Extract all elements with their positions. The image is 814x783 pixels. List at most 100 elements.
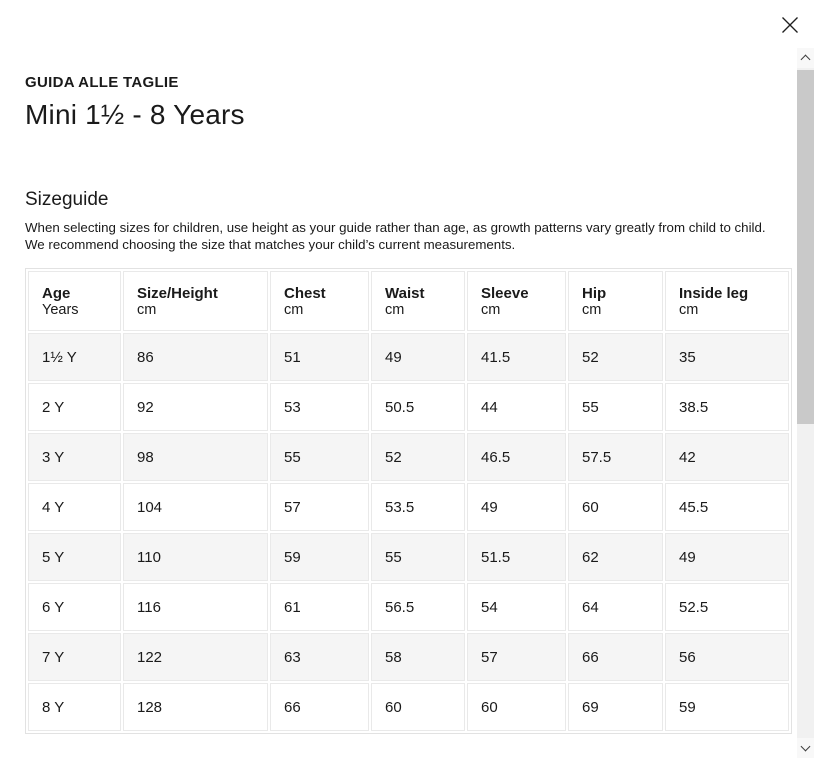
column-unit: cm bbox=[284, 301, 304, 318]
column-header-hip: Hip cm bbox=[568, 271, 663, 331]
chevron-down-icon bbox=[800, 741, 811, 752]
age-cell: 8 Y bbox=[28, 683, 121, 731]
sizeguide-description: When selecting sizes for children, use h… bbox=[25, 220, 766, 252]
column-label: Inside leg bbox=[679, 284, 749, 302]
measurement-cell: 51.5 bbox=[467, 533, 566, 581]
table-row: 2 Y 92 53 50.5 44 55 38.5 bbox=[28, 383, 789, 431]
size-table-body: 1½ Y 86 51 49 41.5 52 35 2 Y 92 53 50.5 44 55 38.5 3 Y… bbox=[28, 333, 789, 731]
measurement-cell: 52.5 bbox=[665, 583, 789, 631]
close-button[interactable] bbox=[778, 13, 802, 37]
scrollbar-thumb[interactable] bbox=[797, 70, 814, 424]
measurement-cell: 49 bbox=[467, 483, 566, 531]
measurement-cell: 51 bbox=[270, 333, 369, 381]
measurement-cell: 128 bbox=[123, 683, 268, 731]
table-row: 3 Y 98 55 52 46.5 57.5 42 bbox=[28, 433, 789, 481]
measurement-cell: 38.5 bbox=[665, 383, 789, 431]
measurement-cell: 86 bbox=[123, 333, 268, 381]
measurement-cell: 62 bbox=[568, 533, 663, 581]
measurement-cell: 57 bbox=[270, 483, 369, 531]
measurement-cell: 55 bbox=[371, 533, 465, 581]
measurement-cell: 45.5 bbox=[665, 483, 789, 531]
column-header-size-height: Size/Height cm bbox=[123, 271, 268, 331]
column-unit: Years bbox=[42, 301, 79, 318]
size-table: Age Years Size/Height cm Chest cm Waist … bbox=[25, 268, 792, 734]
measurement-cell: 57 bbox=[467, 633, 566, 681]
measurement-cell: 52 bbox=[568, 333, 663, 381]
table-row: 5 Y 110 59 55 51.5 62 49 bbox=[28, 533, 789, 581]
measurement-cell: 61 bbox=[270, 583, 369, 631]
table-row: 1½ Y 86 51 49 41.5 52 35 bbox=[28, 333, 789, 381]
column-header-waist: Waist cm bbox=[371, 271, 465, 331]
measurement-cell: 60 bbox=[371, 683, 465, 731]
measurement-cell: 110 bbox=[123, 533, 268, 581]
measurement-cell: 122 bbox=[123, 633, 268, 681]
measurement-cell: 59 bbox=[665, 683, 789, 731]
age-cell: 7 Y bbox=[28, 633, 121, 681]
column-unit: cm bbox=[385, 301, 405, 318]
measurement-cell: 64 bbox=[568, 583, 663, 631]
measurement-cell: 49 bbox=[665, 533, 789, 581]
column-unit: cm bbox=[481, 301, 501, 318]
measurement-cell: 104 bbox=[123, 483, 268, 531]
measurement-cell: 44 bbox=[467, 383, 566, 431]
measurement-cell: 55 bbox=[568, 383, 663, 431]
age-cell: 4 Y bbox=[28, 483, 121, 531]
measurement-cell: 60 bbox=[568, 483, 663, 531]
measurement-cell: 98 bbox=[123, 433, 268, 481]
table-row: 6 Y 116 61 56.5 54 64 52.5 bbox=[28, 583, 789, 631]
measurement-cell: 54 bbox=[467, 583, 566, 631]
chevron-up-icon bbox=[800, 54, 811, 65]
measurement-cell: 41.5 bbox=[467, 333, 566, 381]
column-unit: cm bbox=[582, 301, 602, 318]
column-header-sleeve: Sleeve cm bbox=[467, 271, 566, 331]
measurement-cell: 50.5 bbox=[371, 383, 465, 431]
measurement-cell: 46.5 bbox=[467, 433, 566, 481]
sizeguide-heading: Sizeguide bbox=[25, 189, 109, 210]
age-cell: 5 Y bbox=[28, 533, 121, 581]
modal-eyebrow: GUIDA ALLE TAGLIE bbox=[25, 74, 179, 91]
table-row: 8 Y 128 66 60 60 69 59 bbox=[28, 683, 789, 731]
column-label: Age bbox=[42, 284, 71, 302]
column-label: Hip bbox=[582, 284, 607, 302]
modal-title: Mini 1½ - 8 Years bbox=[25, 99, 245, 130]
scroll-up-button[interactable] bbox=[797, 48, 814, 68]
column-header-age: Age Years bbox=[28, 271, 121, 331]
column-unit: cm bbox=[137, 301, 157, 318]
measurement-cell: 56.5 bbox=[371, 583, 465, 631]
column-label: Chest bbox=[284, 284, 326, 302]
age-cell: 2 Y bbox=[28, 383, 121, 431]
age-cell: 1½ Y bbox=[28, 333, 121, 381]
measurement-cell: 53 bbox=[270, 383, 369, 431]
age-cell: 6 Y bbox=[28, 583, 121, 631]
column-label: Sleeve bbox=[481, 284, 529, 302]
scroll-down-button[interactable] bbox=[797, 738, 814, 758]
age-cell: 3 Y bbox=[28, 433, 121, 481]
measurement-cell: 66 bbox=[568, 633, 663, 681]
measurement-cell: 60 bbox=[467, 683, 566, 731]
measurement-cell: 63 bbox=[270, 633, 369, 681]
measurement-cell: 69 bbox=[568, 683, 663, 731]
measurement-cell: 116 bbox=[123, 583, 268, 631]
measurement-cell: 55 bbox=[270, 433, 369, 481]
table-row: 7 Y 122 63 58 57 66 56 bbox=[28, 633, 789, 681]
close-icon bbox=[782, 17, 798, 33]
measurement-cell: 56 bbox=[665, 633, 789, 681]
table-header-row: Age Years Size/Height cm Chest cm Waist … bbox=[28, 271, 789, 331]
column-unit: cm bbox=[679, 301, 699, 318]
measurement-cell: 57.5 bbox=[568, 433, 663, 481]
column-header-chest: Chest cm bbox=[270, 271, 369, 331]
measurement-cell: 59 bbox=[270, 533, 369, 581]
measurement-cell: 35 bbox=[665, 333, 789, 381]
column-header-inside-leg: Inside leg cm bbox=[665, 271, 789, 331]
measurement-cell: 49 bbox=[371, 333, 465, 381]
measurement-cell: 53.5 bbox=[371, 483, 465, 531]
measurement-cell: 66 bbox=[270, 683, 369, 731]
measurement-cell: 92 bbox=[123, 383, 268, 431]
table-row: 4 Y 104 57 53.5 49 60 45.5 bbox=[28, 483, 789, 531]
measurement-cell: 52 bbox=[371, 433, 465, 481]
measurement-cell: 42 bbox=[665, 433, 789, 481]
column-label: Size/Height bbox=[137, 284, 218, 302]
column-label: Waist bbox=[385, 284, 425, 302]
measurement-cell: 58 bbox=[371, 633, 465, 681]
